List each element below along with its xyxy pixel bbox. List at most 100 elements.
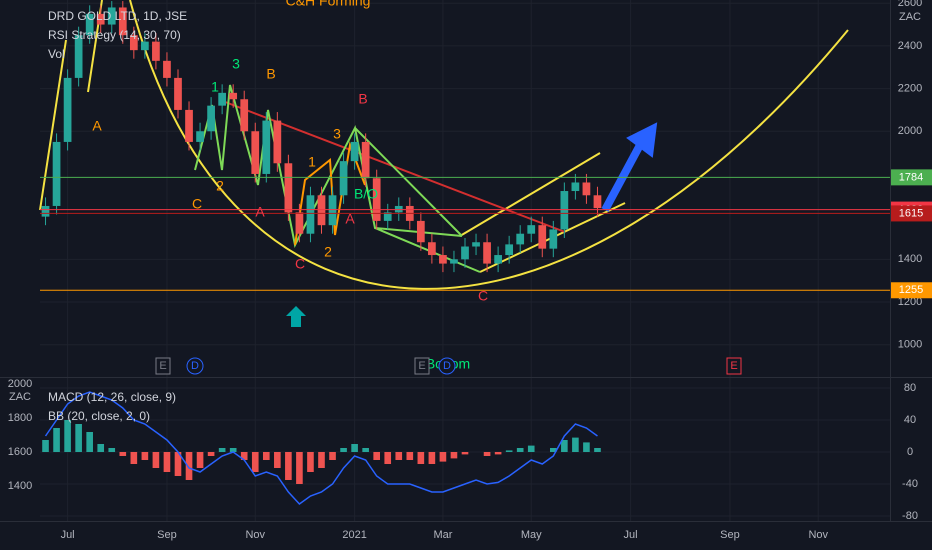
candle-body bbox=[494, 255, 502, 264]
price-label-bg bbox=[891, 169, 932, 186]
histogram-bar bbox=[42, 440, 49, 452]
candle-body bbox=[361, 141, 370, 179]
histogram-bar bbox=[417, 452, 425, 464]
histogram-bar bbox=[130, 452, 138, 464]
annotation: A bbox=[92, 118, 102, 134]
candle-body bbox=[284, 163, 293, 213]
histogram-bar bbox=[395, 452, 403, 460]
histogram-bar bbox=[594, 448, 601, 452]
macd-line bbox=[44, 391, 598, 505]
event-label: D bbox=[191, 360, 199, 372]
annotation: 2 bbox=[324, 244, 332, 260]
histogram-bar bbox=[251, 452, 259, 472]
histogram-bar bbox=[439, 452, 447, 462]
histogram-bar bbox=[583, 442, 590, 452]
candle-body bbox=[306, 195, 315, 234]
histogram-bar bbox=[207, 452, 215, 456]
annotation: C bbox=[192, 196, 202, 212]
candle-body bbox=[416, 220, 425, 243]
candle-body bbox=[483, 242, 491, 264]
histogram-bar bbox=[75, 424, 82, 452]
indicator: MACD (12, 26, close, 9) bbox=[48, 390, 176, 404]
candle-body bbox=[428, 242, 436, 256]
candle-body bbox=[538, 225, 547, 249]
histogram-bar bbox=[329, 452, 336, 460]
annotation: 1 bbox=[308, 154, 316, 170]
candle-body bbox=[118, 7, 127, 36]
symbol: DRD GOLD LTD, 1D, JSE bbox=[48, 9, 187, 23]
candle-body bbox=[527, 225, 536, 234]
histogram-bar bbox=[119, 452, 127, 456]
histogram-bar bbox=[152, 452, 160, 468]
histogram-bar bbox=[318, 452, 325, 468]
annotation: B bbox=[358, 91, 367, 107]
candle-body bbox=[372, 178, 381, 221]
price-label-bg bbox=[891, 205, 932, 222]
x-tick-label: Nov bbox=[808, 529, 828, 541]
candle-body bbox=[549, 229, 558, 249]
candle-body bbox=[185, 109, 193, 142]
x-tick-label: Mar bbox=[433, 529, 452, 541]
candle-body bbox=[505, 244, 514, 256]
candle-body bbox=[96, 13, 105, 25]
indicator: BB (20, close, 2, 0) bbox=[48, 409, 150, 423]
histogram-bar bbox=[494, 452, 502, 455]
candle-body bbox=[174, 77, 182, 110]
candle-body bbox=[163, 60, 171, 78]
histogram-bar bbox=[527, 445, 535, 452]
candle-body bbox=[63, 77, 72, 142]
candle-body bbox=[582, 182, 591, 196]
up-arrow bbox=[286, 306, 306, 327]
marks bbox=[40, 1, 890, 505]
cup-curve bbox=[129, 0, 849, 290]
price-label: 1784 bbox=[899, 171, 923, 183]
y-tick-label: -40 bbox=[902, 478, 918, 490]
event-label: E bbox=[730, 360, 737, 372]
annotation: A bbox=[255, 204, 265, 220]
histogram-bar bbox=[262, 452, 270, 460]
annotation: B bbox=[266, 66, 275, 82]
price-label-bg bbox=[891, 282, 932, 299]
histogram-bar bbox=[373, 452, 380, 460]
annotation: 3 bbox=[333, 126, 341, 142]
histogram-bar bbox=[274, 452, 281, 468]
annotation: C bbox=[295, 256, 305, 272]
histogram-bar bbox=[97, 444, 105, 452]
candle-body bbox=[593, 195, 602, 209]
histogram-bar bbox=[196, 452, 204, 468]
candle-body bbox=[218, 92, 227, 106]
candle-body bbox=[240, 99, 249, 132]
histogram-bar bbox=[307, 452, 314, 472]
y-tick-label: 2600 bbox=[898, 0, 922, 9]
annotation: C&H Forming bbox=[286, 0, 371, 9]
indicator: Vol bbox=[48, 47, 65, 61]
histogram-bar bbox=[384, 452, 392, 464]
candle-body bbox=[152, 41, 160, 61]
histogram-bar bbox=[505, 450, 513, 452]
candle-body bbox=[450, 259, 458, 264]
candle-body bbox=[74, 35, 83, 78]
candle-body bbox=[383, 212, 392, 221]
histogram-bar bbox=[240, 452, 248, 460]
histogram-bar bbox=[163, 452, 171, 472]
y-tick-label: 1000 bbox=[898, 339, 922, 351]
histogram-bar bbox=[362, 448, 369, 452]
event-marker bbox=[414, 357, 430, 375]
candle-body bbox=[328, 195, 337, 226]
candle-body bbox=[196, 131, 204, 142]
event-marker bbox=[726, 357, 742, 375]
histogram-bar bbox=[561, 440, 568, 452]
candle-body bbox=[207, 105, 215, 132]
y2-tick-label: 2000 bbox=[8, 378, 32, 390]
y2-tick-label: 1800 bbox=[8, 412, 32, 424]
annotation: 2 bbox=[216, 178, 224, 194]
candle-body bbox=[461, 246, 469, 260]
unit: ZAC bbox=[899, 11, 921, 23]
x-tick-label: May bbox=[521, 529, 542, 541]
price-label: 1615 bbox=[899, 207, 923, 219]
histogram-bar bbox=[450, 452, 458, 459]
candle-body bbox=[129, 35, 138, 51]
histogram-bar bbox=[285, 452, 292, 480]
candle-body bbox=[439, 255, 447, 264]
candle-body bbox=[571, 182, 580, 192]
